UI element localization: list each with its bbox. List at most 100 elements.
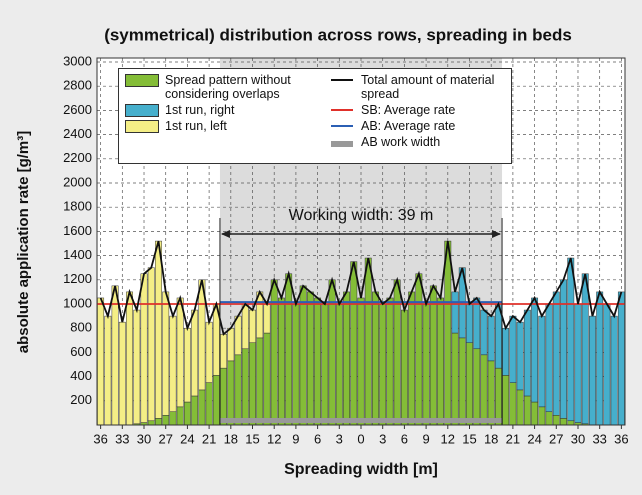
bar — [169, 411, 177, 426]
bar — [451, 291, 459, 334]
legend-line — [331, 109, 353, 111]
bar — [502, 327, 510, 376]
bar — [227, 327, 235, 362]
bar — [603, 303, 611, 426]
x-axis-label: Spreading width [m] — [284, 461, 438, 478]
bar — [538, 315, 546, 408]
y-tick-label: 2400 — [63, 126, 92, 141]
bar — [596, 291, 604, 426]
chart-title: (symmetrical) distribution across rows, … — [104, 25, 572, 44]
y-tick-label: 200 — [70, 392, 92, 407]
bar — [523, 395, 531, 426]
bar — [133, 309, 141, 425]
bar — [617, 291, 625, 426]
bar — [400, 309, 408, 426]
bar — [494, 367, 502, 426]
bar — [256, 337, 264, 426]
bar — [212, 375, 220, 426]
bar — [191, 309, 199, 397]
bar — [516, 389, 524, 426]
y-tick-label: 800 — [70, 320, 92, 335]
legend-label: AB: Average rate — [361, 119, 456, 133]
bar — [567, 420, 575, 426]
y-tick-label: 2200 — [63, 150, 92, 165]
x-tick-label: 33 — [592, 431, 606, 446]
bar — [350, 261, 358, 426]
bar — [169, 315, 177, 412]
bar — [234, 315, 242, 356]
legend-column: Total amount of material spread SB: Avera… — [331, 73, 511, 151]
x-tick-label: 30 — [137, 431, 151, 446]
x-tick-label: 33 — [115, 431, 129, 446]
legend-line — [331, 125, 353, 127]
bar — [176, 297, 184, 408]
bar — [560, 279, 567, 419]
bar — [545, 303, 553, 412]
y-tick-label: 2600 — [63, 102, 92, 117]
bar — [531, 401, 539, 426]
bar — [487, 360, 495, 426]
bar — [176, 406, 184, 426]
bar — [220, 334, 228, 369]
bar — [140, 273, 148, 423]
x-tick-label: 12 — [441, 431, 455, 446]
bar — [155, 240, 162, 419]
legend-swatch — [125, 74, 159, 87]
work-width-bar — [219, 418, 503, 423]
bar — [299, 285, 307, 426]
legend-item: 1st run, right — [125, 103, 310, 117]
bar — [560, 418, 567, 426]
bar — [104, 315, 112, 426]
x-tick-label: 27 — [158, 431, 172, 446]
legend-line — [331, 141, 353, 147]
bar — [321, 303, 329, 426]
x-tick-label: 27 — [549, 431, 563, 446]
legend-column: Spread pattern without considering overl… — [125, 73, 310, 135]
bar — [155, 418, 162, 426]
bar — [292, 303, 300, 426]
y-axis-label: absolute application rate [g/m³] — [15, 131, 32, 354]
x-tick-label: 36 — [93, 431, 107, 446]
y-tick-label: 1400 — [63, 247, 92, 262]
x-tick-label: 18 — [224, 431, 238, 446]
bar — [198, 389, 206, 426]
x-tick-label: 24 — [180, 431, 194, 446]
bar — [451, 332, 459, 426]
bar — [335, 303, 343, 426]
bar — [263, 332, 271, 426]
legend-line — [331, 79, 353, 81]
bar — [473, 348, 481, 426]
bar — [343, 291, 350, 426]
legend: Spread pattern without considering overl… — [118, 68, 512, 164]
annotation: Working width: 39 m — [289, 207, 434, 224]
y-tick-label: 1200 — [63, 271, 92, 286]
bar — [357, 297, 365, 426]
bar — [162, 291, 170, 416]
bar — [415, 273, 423, 426]
bar — [205, 321, 213, 383]
bar — [466, 342, 473, 426]
y-tick-label: 1000 — [63, 295, 92, 310]
bar — [234, 354, 242, 426]
bar — [386, 297, 394, 426]
bar — [379, 303, 387, 426]
arrow-head — [220, 230, 230, 238]
bar — [191, 395, 199, 426]
bar — [147, 267, 155, 422]
legend-label: 1st run, right — [165, 103, 235, 117]
legend-label: AB work width — [361, 135, 441, 149]
bar — [408, 291, 416, 426]
x-tick-label: 15 — [245, 431, 259, 446]
x-tick-label: 6 — [401, 431, 408, 446]
y-tick-label: 2800 — [63, 78, 92, 93]
arrow-head — [492, 230, 502, 238]
bar — [314, 297, 322, 426]
bar — [589, 315, 596, 426]
bar — [249, 309, 256, 343]
bar — [249, 342, 256, 426]
bar — [458, 337, 466, 426]
legend-swatch — [125, 120, 159, 133]
bar — [480, 354, 488, 426]
x-tick-label: 24 — [527, 431, 541, 446]
